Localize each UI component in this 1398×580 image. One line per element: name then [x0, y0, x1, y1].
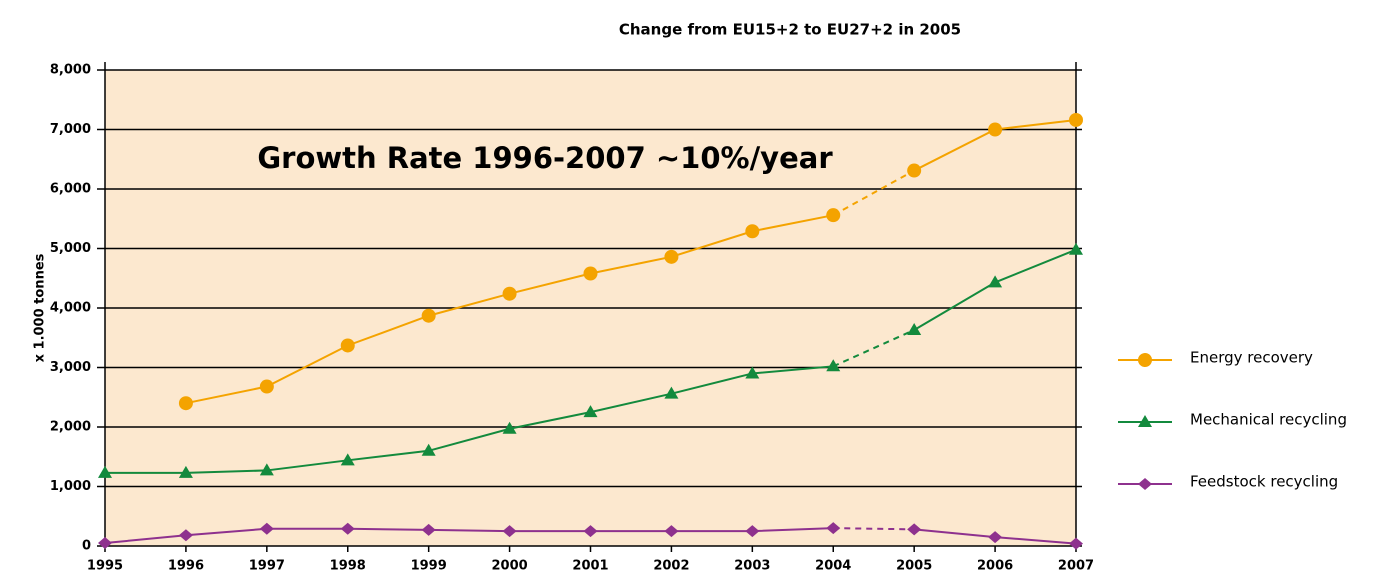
legend-marker: [1138, 353, 1152, 367]
legend-label: Mechanical recycling: [1190, 411, 1347, 429]
marker: [421, 523, 436, 536]
series-line-dashed: [833, 527, 915, 531]
y-tick-label: 6,000: [50, 182, 91, 197]
marker: [98, 537, 112, 550]
y-tick-label: 2,000: [50, 420, 91, 435]
marker: [421, 308, 436, 323]
marker: [988, 275, 1003, 288]
x-tick-label: 1996: [168, 559, 204, 574]
marker: [907, 323, 922, 336]
y-tick-label: 4,000: [50, 301, 91, 316]
marker: [826, 522, 841, 535]
marker: [502, 421, 517, 434]
y-axis-label: x 1.000 tonnes: [33, 253, 48, 362]
x-tick-label: 2000: [491, 559, 527, 574]
y-tick-label: 7,000: [50, 122, 91, 137]
marker: [826, 208, 841, 223]
series-line-dashed: [832, 329, 915, 368]
marker: [259, 379, 274, 394]
marker: [1069, 537, 1083, 550]
x-tick-label: 1995: [87, 559, 123, 574]
x-tick-label: 1997: [249, 559, 285, 574]
y-tick-label: 5,000: [50, 241, 91, 256]
marker: [502, 525, 517, 538]
marker: [178, 465, 193, 478]
marker: [259, 463, 274, 476]
marker: [98, 465, 112, 478]
marker: [664, 249, 679, 264]
y-tick-label: 1,000: [50, 479, 91, 494]
x-tick-label: 2004: [815, 559, 851, 574]
x-tick-label: 2005: [896, 559, 932, 574]
marker: [1069, 242, 1083, 255]
marker: [664, 386, 679, 399]
marker: [745, 366, 760, 379]
chart-title: Change from EU15+2 to EU27+2 in 2005: [619, 21, 961, 39]
x-tick-label: 2002: [653, 559, 689, 574]
series-line-dashed: [832, 169, 915, 217]
marker: [826, 359, 841, 372]
marker: [583, 266, 598, 281]
legend-label: Energy recovery: [1190, 349, 1313, 367]
marker: [421, 443, 436, 456]
marker: [583, 525, 598, 538]
x-tick-label: 2003: [734, 559, 770, 574]
y-tick-label: 3,000: [50, 360, 91, 375]
y-tick-label: 8,000: [50, 63, 91, 78]
x-tick-label: 2006: [977, 559, 1013, 574]
x-tick-label: 1999: [411, 559, 447, 574]
marker: [1069, 112, 1083, 127]
marker: [502, 286, 517, 301]
marker: [745, 224, 760, 239]
marker: [178, 529, 193, 542]
marker: [259, 522, 274, 535]
marker: [340, 338, 355, 353]
x-tick-label: 2001: [572, 559, 608, 574]
annotation: Growth Rate 1996-2007 ~10%/year: [257, 141, 833, 175]
marker: [178, 396, 193, 411]
marker: [340, 453, 355, 466]
marker: [340, 522, 355, 535]
x-tick-label: 1998: [330, 559, 366, 574]
marker: [664, 525, 679, 538]
legend-marker: [1138, 478, 1152, 490]
series-line: [105, 365, 834, 474]
marker: [907, 163, 922, 178]
marker: [583, 405, 598, 418]
marker: [988, 531, 1003, 544]
legend-marker: [1138, 415, 1152, 427]
y-tick-label: 0: [82, 539, 91, 554]
series-line: [104, 527, 834, 545]
x-tick-label: 2007: [1058, 559, 1094, 574]
marker: [988, 122, 1003, 137]
legend-label: Feedstock recycling: [1190, 473, 1338, 491]
marker: [907, 523, 922, 536]
marker: [745, 525, 760, 538]
